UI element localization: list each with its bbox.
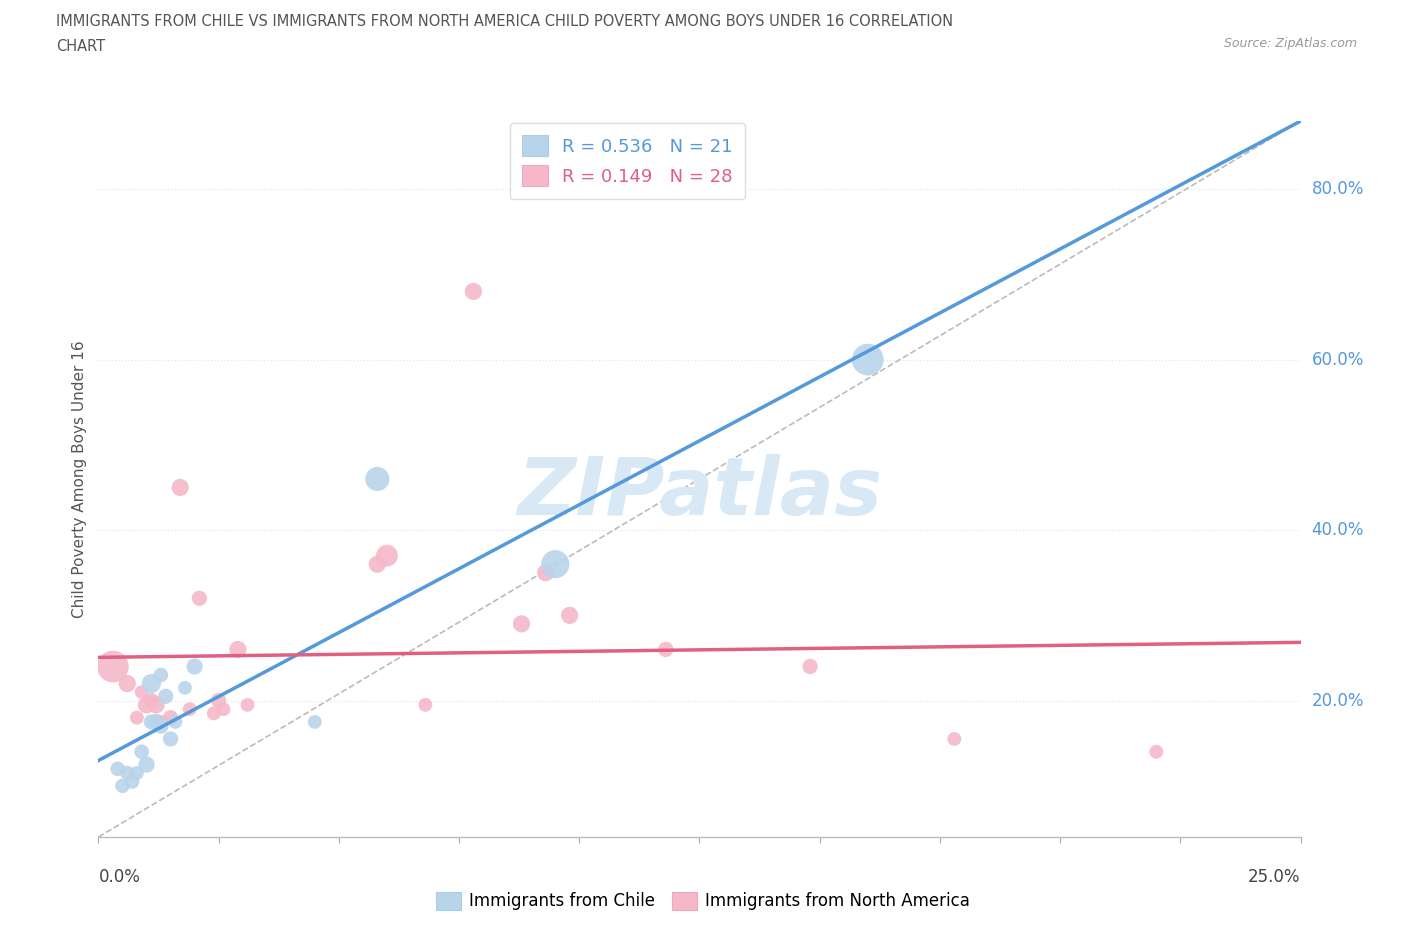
Text: 20.0%: 20.0% bbox=[1312, 692, 1364, 710]
Text: 60.0%: 60.0% bbox=[1312, 351, 1364, 368]
Point bbox=[165, 714, 187, 729]
Text: 25.0%: 25.0% bbox=[1249, 868, 1301, 885]
Point bbox=[510, 617, 533, 631]
Point bbox=[558, 608, 581, 623]
Point bbox=[159, 732, 181, 747]
Point bbox=[415, 698, 437, 712]
Point bbox=[145, 714, 167, 729]
Point bbox=[169, 480, 191, 495]
Point bbox=[107, 762, 129, 777]
Point bbox=[101, 659, 124, 674]
Point bbox=[111, 778, 134, 793]
Point bbox=[131, 744, 153, 759]
Text: IMMIGRANTS FROM CHILE VS IMMIGRANTS FROM NORTH AMERICA CHILD POVERTY AMONG BOYS : IMMIGRANTS FROM CHILE VS IMMIGRANTS FROM… bbox=[56, 14, 953, 29]
Point bbox=[366, 472, 388, 486]
Point bbox=[174, 681, 197, 696]
Point bbox=[202, 706, 225, 721]
Point bbox=[1144, 744, 1167, 759]
Point bbox=[463, 284, 485, 299]
Text: 80.0%: 80.0% bbox=[1312, 180, 1364, 198]
Point bbox=[159, 711, 181, 725]
Point bbox=[125, 711, 148, 725]
Y-axis label: Child Poverty Among Boys Under 16: Child Poverty Among Boys Under 16 bbox=[72, 340, 87, 618]
Legend: R = 0.536   N = 21, R = 0.149   N = 28: R = 0.536 N = 21, R = 0.149 N = 28 bbox=[509, 123, 745, 199]
Point bbox=[117, 765, 139, 780]
Point bbox=[125, 765, 148, 780]
Point bbox=[236, 698, 259, 712]
Point bbox=[135, 757, 157, 772]
Point bbox=[135, 698, 157, 712]
Point bbox=[183, 659, 205, 674]
Point bbox=[188, 591, 211, 605]
Text: ZIPatlas: ZIPatlas bbox=[517, 454, 882, 532]
Point bbox=[131, 684, 153, 699]
Text: Source: ZipAtlas.com: Source: ZipAtlas.com bbox=[1223, 37, 1357, 50]
Text: 0.0%: 0.0% bbox=[98, 868, 141, 885]
Point bbox=[226, 642, 249, 657]
Point bbox=[212, 701, 235, 716]
Point bbox=[117, 676, 139, 691]
Legend: Immigrants from Chile, Immigrants from North America: Immigrants from Chile, Immigrants from N… bbox=[429, 885, 977, 917]
Point bbox=[145, 698, 167, 712]
Point bbox=[534, 565, 557, 580]
Point bbox=[179, 701, 201, 716]
Point bbox=[943, 732, 966, 747]
Point bbox=[208, 693, 231, 708]
Point bbox=[799, 659, 821, 674]
Point bbox=[155, 689, 177, 704]
Point bbox=[149, 719, 172, 734]
Point bbox=[304, 714, 326, 729]
Text: 40.0%: 40.0% bbox=[1312, 521, 1364, 539]
Point bbox=[655, 642, 678, 657]
Point bbox=[121, 774, 143, 789]
Point bbox=[141, 693, 163, 708]
Point bbox=[366, 557, 388, 572]
Point bbox=[149, 714, 172, 729]
Point bbox=[375, 549, 398, 564]
Point bbox=[141, 676, 163, 691]
Text: CHART: CHART bbox=[56, 39, 105, 54]
Point bbox=[544, 557, 567, 572]
Point bbox=[141, 714, 163, 729]
Point bbox=[856, 352, 879, 367]
Point bbox=[149, 668, 172, 683]
